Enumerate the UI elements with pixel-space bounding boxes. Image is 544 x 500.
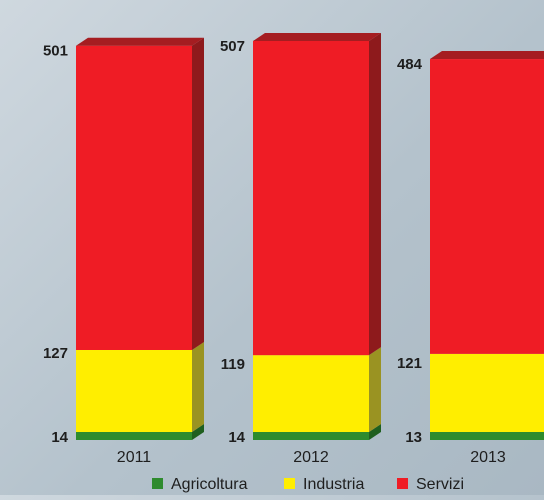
bar-industria-2012 <box>253 355 369 432</box>
bar-top-2011 <box>76 37 204 46</box>
bar-side-servizi-2012 <box>369 33 381 356</box>
bar-servizi-2011 <box>76 45 192 351</box>
labels-layer: 14 127 501 2011 14 119 507 2012 13 121 484 2013 <box>43 38 506 466</box>
legend-swatch-servizi <box>397 478 408 489</box>
bar-servizi-2012 <box>253 41 369 356</box>
bar-agricoltura-2011 <box>76 432 192 440</box>
legend-label-agricoltura: Agricoltura <box>171 476 248 493</box>
legend-label-industria: Industria <box>303 476 364 493</box>
data-label-servizi-2011: 501 <box>43 43 68 60</box>
legend-item-servizi: Servizi <box>397 476 464 493</box>
data-label-industria-2013: 121 <box>397 355 422 372</box>
legend-swatch-industria <box>284 478 295 489</box>
bar-side-industria-2012 <box>369 347 381 432</box>
legend: Agricoltura Industria Servizi <box>152 476 464 493</box>
bar-top-2013 <box>430 51 544 60</box>
legend-swatch-agricoltura <box>152 478 163 489</box>
bar-industria-2013 <box>430 353 544 432</box>
bars-layer <box>76 33 544 440</box>
bar-side-agricoltura-2012 <box>369 424 381 440</box>
data-label-industria-2012: 119 <box>221 356 245 373</box>
bar-industria-2011 <box>76 350 192 432</box>
data-label-servizi-2012: 507 <box>220 38 245 55</box>
bar-side-servizi-2011 <box>192 37 204 351</box>
bar-servizi-2013 <box>430 59 544 354</box>
data-label-industria-2011: 127 <box>43 345 68 362</box>
bar-top-2012 <box>253 33 381 41</box>
legend-label-servizi: Servizi <box>416 476 464 493</box>
bar-agricoltura-2013 <box>430 432 544 440</box>
x-tick-label-2012: 2012 <box>293 449 329 466</box>
bar-agricoltura-2012 <box>253 432 369 440</box>
bar-side-industria-2011 <box>192 342 204 432</box>
data-label-agricoltura-2012: 14 <box>228 429 245 446</box>
x-tick-label-2013: 2013 <box>470 449 506 466</box>
data-label-agricoltura-2013: 13 <box>405 429 422 446</box>
legend-item-agricoltura: Agricoltura <box>152 476 248 493</box>
data-label-servizi-2013: 484 <box>397 56 423 73</box>
bar-side-agricoltura-2011 <box>192 424 204 440</box>
legend-item-industria: Industria <box>284 476 364 493</box>
data-label-agricoltura-2011: 14 <box>51 429 68 446</box>
x-tick-label-2011: 2011 <box>117 449 152 466</box>
